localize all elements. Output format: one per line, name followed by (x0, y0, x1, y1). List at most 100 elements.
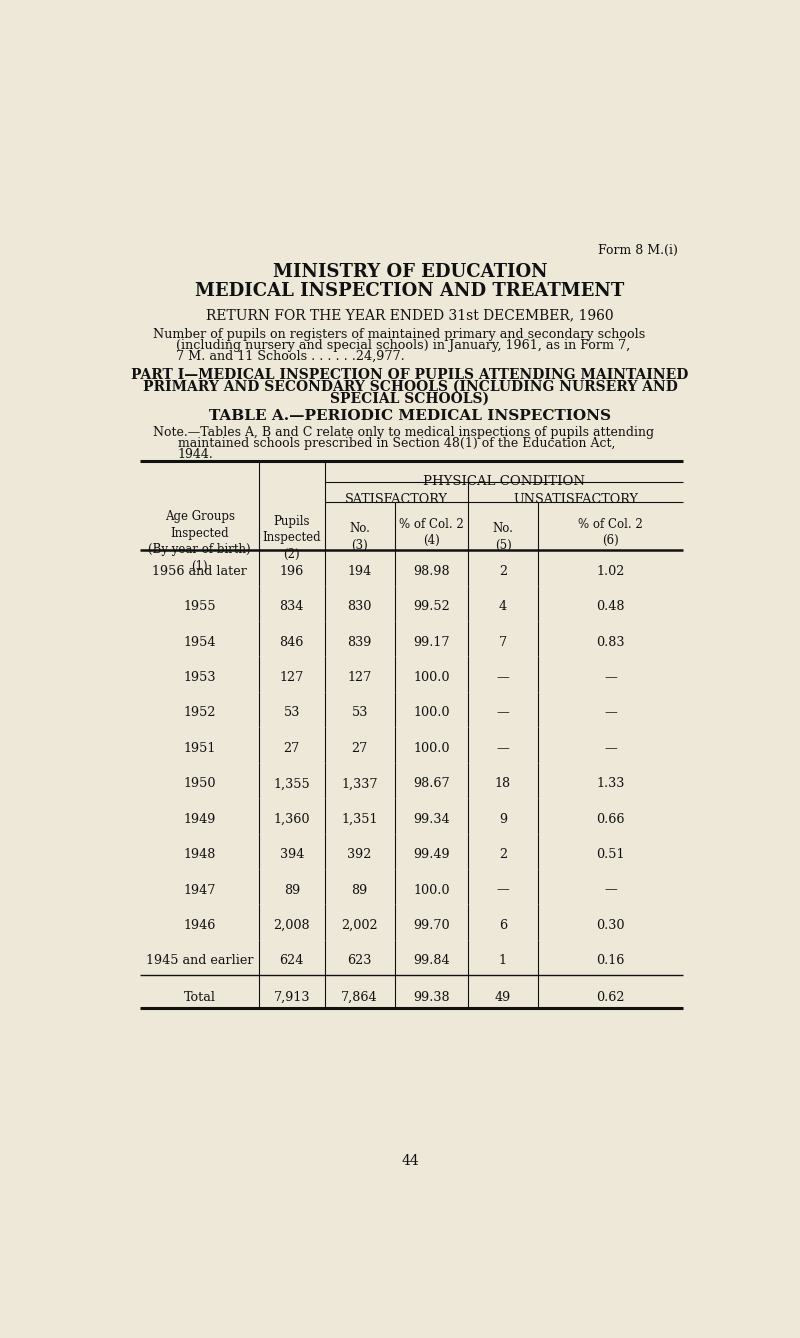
Text: 99.52: 99.52 (413, 601, 450, 613)
Text: 624: 624 (280, 954, 304, 967)
Text: 1951: 1951 (183, 741, 216, 755)
Text: —: — (497, 741, 510, 755)
Text: 18: 18 (495, 777, 511, 791)
Text: 53: 53 (284, 706, 300, 720)
Text: 0.48: 0.48 (596, 601, 625, 613)
Text: 2,002: 2,002 (342, 919, 378, 933)
Text: —: — (604, 741, 617, 755)
Text: 0.66: 0.66 (596, 812, 625, 826)
Text: 2: 2 (499, 848, 507, 862)
Text: 830: 830 (347, 601, 372, 613)
Text: Pupils
Inspected
(2): Pupils Inspected (2) (262, 515, 321, 561)
Text: 7,913: 7,913 (274, 990, 310, 1004)
Text: 99.49: 99.49 (413, 848, 450, 862)
Text: 1: 1 (499, 954, 507, 967)
Text: 1,351: 1,351 (342, 812, 378, 826)
Text: 2,008: 2,008 (274, 919, 310, 933)
Text: 1,337: 1,337 (342, 777, 378, 791)
Text: 7 M. and 11 Schools . . . . . .24,977.: 7 M. and 11 Schools . . . . . .24,977. (176, 351, 405, 363)
Text: 98.98: 98.98 (413, 565, 450, 578)
Text: 44: 44 (401, 1153, 419, 1168)
Text: PRIMARY AND SECONDARY SCHOOLS (INCLUDING NURSERY AND: PRIMARY AND SECONDARY SCHOOLS (INCLUDING… (142, 380, 678, 393)
Text: 7,864: 7,864 (342, 990, 378, 1004)
Text: 9: 9 (499, 812, 507, 826)
Text: No.
(3): No. (3) (349, 522, 370, 553)
Text: 99.17: 99.17 (413, 636, 450, 649)
Text: 1956 and later: 1956 and later (152, 565, 247, 578)
Text: 99.38: 99.38 (413, 990, 450, 1004)
Text: 100.0: 100.0 (413, 672, 450, 684)
Text: 7: 7 (499, 636, 507, 649)
Text: 127: 127 (347, 672, 372, 684)
Text: 1954: 1954 (183, 636, 216, 649)
Text: 99.70: 99.70 (413, 919, 450, 933)
Text: 4: 4 (499, 601, 507, 613)
Text: 1,355: 1,355 (274, 777, 310, 791)
Text: 394: 394 (280, 848, 304, 862)
Text: 1955: 1955 (183, 601, 216, 613)
Text: maintained schools prescribed in Section 48(1) of the Education Act,: maintained schools prescribed in Section… (178, 438, 615, 450)
Text: 1947: 1947 (183, 883, 216, 896)
Text: 834: 834 (280, 601, 304, 613)
Text: MINISTRY OF EDUCATION: MINISTRY OF EDUCATION (273, 264, 547, 281)
Text: SPECIAL SCHOOLS): SPECIAL SCHOOLS) (330, 392, 490, 405)
Text: 53: 53 (351, 706, 368, 720)
Text: 27: 27 (284, 741, 300, 755)
Text: RETURN FOR THE YEAR ENDED 31st DECEMBER, 1960: RETURN FOR THE YEAR ENDED 31st DECEMBER,… (206, 308, 614, 322)
Text: 392: 392 (347, 848, 372, 862)
Text: —: — (497, 883, 510, 896)
Text: PART I—MEDICAL INSPECTION OF PUPILS ATTENDING MAINTAINED: PART I—MEDICAL INSPECTION OF PUPILS ATTE… (131, 368, 689, 383)
Text: 2: 2 (499, 565, 507, 578)
Text: 99.34: 99.34 (413, 812, 450, 826)
Text: 89: 89 (284, 883, 300, 896)
Text: —: — (604, 706, 617, 720)
Text: 127: 127 (280, 672, 304, 684)
Text: —: — (604, 883, 617, 896)
Text: 27: 27 (351, 741, 368, 755)
Text: 1952: 1952 (183, 706, 216, 720)
Text: 1944.: 1944. (178, 448, 214, 460)
Text: 0.62: 0.62 (596, 990, 625, 1004)
Text: 623: 623 (347, 954, 372, 967)
Text: 1.02: 1.02 (596, 565, 625, 578)
Text: % of Col. 2
(6): % of Col. 2 (6) (578, 518, 642, 547)
Text: Number of pupils on registers of maintained primary and secondary schools: Number of pupils on registers of maintai… (153, 328, 645, 341)
Text: 0.16: 0.16 (596, 954, 625, 967)
Text: Age Groups
Inspected
(By year of birth)
(1): Age Groups Inspected (By year of birth) … (148, 510, 251, 573)
Text: 0.51: 0.51 (596, 848, 625, 862)
Text: 1,360: 1,360 (274, 812, 310, 826)
Text: Form 8 M.(i): Form 8 M.(i) (598, 244, 678, 257)
Text: 0.83: 0.83 (596, 636, 625, 649)
Text: 846: 846 (280, 636, 304, 649)
Text: SATISFACTORY: SATISFACTORY (345, 494, 448, 506)
Text: 98.67: 98.67 (413, 777, 450, 791)
Text: 99.84: 99.84 (413, 954, 450, 967)
Text: 1945 and earlier: 1945 and earlier (146, 954, 254, 967)
Text: 1950: 1950 (183, 777, 216, 791)
Text: 839: 839 (347, 636, 372, 649)
Text: PHYSICAL CONDITION: PHYSICAL CONDITION (422, 475, 585, 488)
Text: 100.0: 100.0 (413, 883, 450, 896)
Text: 49: 49 (495, 990, 511, 1004)
Text: No.
(5): No. (5) (493, 522, 514, 553)
Text: UNSATISFACTORY: UNSATISFACTORY (513, 494, 638, 506)
Text: 1949: 1949 (183, 812, 216, 826)
Text: 100.0: 100.0 (413, 741, 450, 755)
Text: Note.—Tables A, B and C relate only to medical inspections of pupils attending: Note.—Tables A, B and C relate only to m… (153, 427, 654, 439)
Text: TABLE A.—PERIODIC MEDICAL INSPECTIONS: TABLE A.—PERIODIC MEDICAL INSPECTIONS (209, 409, 611, 423)
Text: 100.0: 100.0 (413, 706, 450, 720)
Text: 194: 194 (347, 565, 372, 578)
Text: 1.33: 1.33 (596, 777, 625, 791)
Text: 0.30: 0.30 (596, 919, 625, 933)
Text: —: — (604, 672, 617, 684)
Text: MEDICAL INSPECTION AND TREATMENT: MEDICAL INSPECTION AND TREATMENT (195, 282, 625, 300)
Text: —: — (497, 706, 510, 720)
Text: (including nursery and special schools) in January, 1961, as in Form 7,: (including nursery and special schools) … (176, 340, 630, 352)
Text: 6: 6 (499, 919, 507, 933)
Text: 1948: 1948 (183, 848, 216, 862)
Text: % of Col. 2
(4): % of Col. 2 (4) (399, 518, 464, 547)
Text: 1946: 1946 (183, 919, 216, 933)
Text: Total: Total (183, 990, 215, 1004)
Text: 196: 196 (280, 565, 304, 578)
Text: —: — (497, 672, 510, 684)
